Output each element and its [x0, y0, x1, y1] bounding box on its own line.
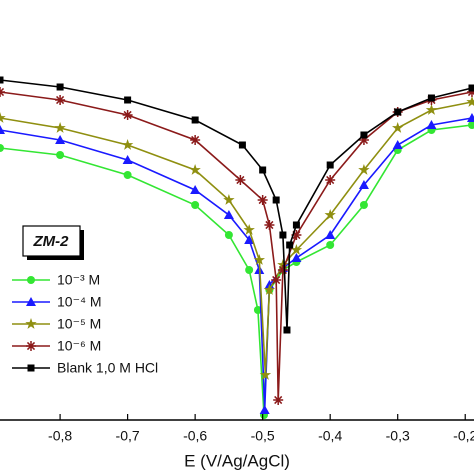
plot-area [0, 76, 474, 419]
legend-label: 10⁻⁶ M [57, 338, 101, 354]
point [326, 241, 335, 249]
x-tick-label: -0,4 [318, 428, 342, 444]
legend-label: Blank 1,0 M HCl [57, 360, 158, 376]
x-tick-label: -0,3 [386, 428, 410, 444]
point [324, 209, 336, 220]
point [392, 122, 404, 133]
annotation-box [22, 225, 81, 257]
point [264, 220, 275, 230]
point [191, 116, 199, 124]
point [259, 166, 267, 174]
point [292, 221, 300, 229]
point [244, 235, 255, 244]
point [253, 254, 265, 265]
point [235, 175, 246, 185]
point [243, 224, 255, 235]
series-line [0, 101, 473, 376]
point [0, 76, 4, 84]
series-line [0, 91, 473, 401]
point [272, 196, 280, 204]
point [426, 120, 437, 129]
point [0, 112, 6, 123]
point [467, 121, 474, 129]
point [223, 194, 235, 205]
point [271, 275, 282, 285]
point [358, 164, 370, 175]
point [279, 231, 287, 239]
legend-marker [27, 276, 35, 284]
x-tick-label: -0,7 [116, 428, 140, 444]
point [326, 161, 334, 169]
point [325, 230, 336, 239]
point [257, 195, 268, 205]
point [277, 265, 288, 275]
point [253, 306, 262, 314]
point [190, 185, 201, 194]
point [223, 210, 234, 219]
x-tick-label: -0,2 [453, 428, 474, 444]
point [121, 139, 134, 150]
point [122, 110, 133, 120]
point [358, 135, 369, 145]
point [189, 164, 201, 175]
point [259, 405, 270, 414]
legend-marker [26, 297, 36, 306]
point [0, 144, 4, 152]
series-line [0, 79, 473, 331]
point [263, 284, 276, 295]
point [283, 326, 291, 334]
point [466, 113, 474, 122]
point [427, 94, 435, 102]
point [468, 84, 474, 92]
point [224, 231, 233, 239]
point [291, 230, 302, 240]
point [238, 141, 246, 149]
point [394, 108, 402, 116]
point [286, 241, 294, 249]
x-tick-label: -0,8 [48, 428, 72, 444]
point [466, 87, 474, 97]
point [122, 155, 133, 164]
point [392, 140, 403, 149]
legend-marker [27, 364, 35, 372]
legend-marker [25, 318, 37, 329]
point [466, 96, 474, 107]
point [55, 95, 66, 105]
point [358, 180, 369, 189]
point [277, 259, 289, 270]
point [54, 122, 66, 133]
x-tick-label: -0,6 [183, 428, 207, 444]
point [124, 96, 132, 104]
point [0, 125, 5, 134]
point [123, 171, 132, 179]
point [425, 104, 438, 115]
point [360, 131, 368, 139]
point [191, 201, 200, 209]
point [291, 253, 302, 262]
point [325, 175, 336, 185]
legend-label: 10⁻⁴ M [57, 294, 102, 310]
point [55, 135, 66, 144]
point [359, 201, 368, 209]
point [0, 87, 5, 97]
x-tick-label: -0,5 [251, 428, 275, 444]
point [56, 151, 65, 159]
legend-label: 10⁻⁵ M [57, 316, 101, 332]
legend-label: 10⁻³ M [57, 272, 100, 288]
point [56, 83, 64, 91]
point [190, 135, 201, 145]
x-axis-title: E (V/Ag/AgCl) [184, 451, 290, 470]
legend-marker [26, 341, 36, 351]
point [259, 369, 272, 380]
point [273, 395, 284, 405]
point [290, 244, 303, 255]
annotation: ZM-2 [33, 233, 70, 250]
point [245, 266, 254, 274]
